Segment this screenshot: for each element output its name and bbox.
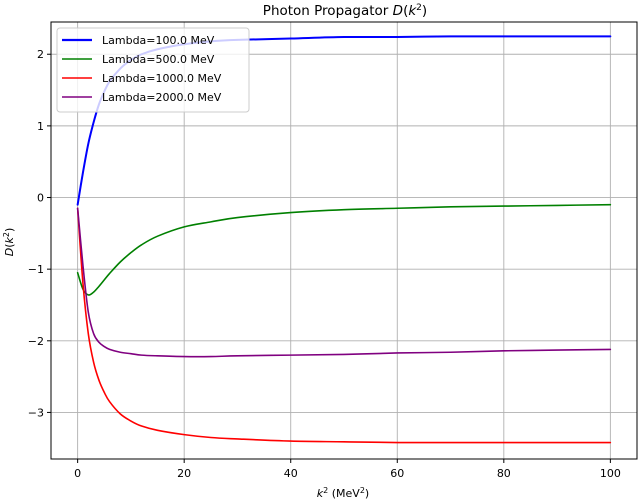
y-tick-label: 1	[37, 120, 44, 133]
legend-label: Lambda=100.0 MeV	[102, 34, 215, 47]
x-tick-label: 100	[600, 467, 621, 480]
x-tick-label: 80	[497, 467, 511, 480]
legend-label: Lambda=500.0 MeV	[102, 53, 215, 66]
y-axis-label: D(k2)	[2, 228, 17, 257]
y-tick-label: −2	[28, 335, 44, 348]
chart-title: Photon Propagator D(k2)	[263, 3, 427, 19]
x-tick-label: 60	[390, 467, 404, 480]
series-line-4	[76, 207, 612, 358]
y-tick-label: 2	[37, 48, 44, 61]
legend: Lambda=100.0 MeV Lambda=500.0 MeV Lambda=1…	[56, 27, 250, 113]
y-axis-ticks: −3 −2 −1 0 1 2	[28, 48, 51, 419]
x-tick-label: 40	[284, 467, 298, 480]
x-axis-ticks: 0 20 40 60 80 100	[74, 459, 621, 480]
x-axis-label: k2 (MeV2)	[317, 486, 369, 501]
series-line-3	[76, 207, 612, 444]
y-tick-label: −1	[28, 263, 44, 276]
x-tick-label: 0	[74, 467, 81, 480]
series-line-2	[76, 203, 612, 296]
x-tick-label: 20	[177, 467, 191, 480]
y-tick-label: 0	[37, 192, 44, 205]
plot-frame	[50, 21, 638, 460]
y-tick-label: −3	[28, 406, 44, 419]
legend-box	[56, 27, 250, 113]
legend-label: Lambda=2000.0 MeV	[102, 91, 222, 104]
legend-label: Lambda=1000.0 MeV	[102, 72, 222, 85]
